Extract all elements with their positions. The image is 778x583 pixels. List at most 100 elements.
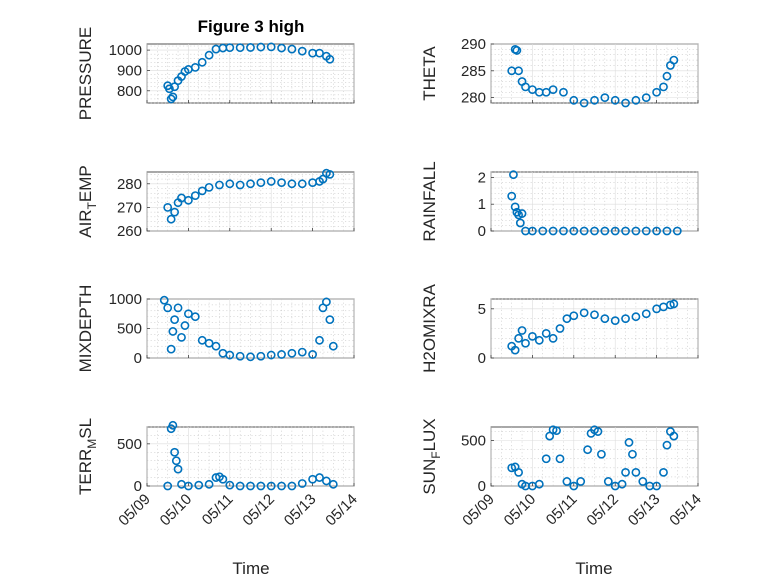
y-axis-label: AIRTEMP — [76, 165, 99, 238]
data-point — [512, 46, 522, 55]
subplot-5: 0 500 1000 MIXDEPTH — [76, 285, 355, 372]
data-point — [569, 95, 579, 105]
data-point — [624, 438, 634, 447]
x-tick-label: 05/10 — [501, 491, 540, 530]
data-point — [528, 226, 537, 236]
data-point — [204, 50, 214, 60]
data-point — [277, 481, 286, 491]
data-point — [170, 447, 179, 457]
data-point — [163, 202, 173, 212]
data-point — [600, 226, 610, 236]
y-tick-label: 0 — [478, 478, 486, 495]
data-point — [287, 348, 297, 358]
data-point — [510, 202, 520, 212]
subplot-4: 0 1 2 RAINFALL — [420, 161, 699, 242]
data-point — [163, 303, 173, 313]
y-tick-label: 270 — [117, 199, 142, 216]
data-point — [183, 195, 193, 205]
data-point — [610, 316, 620, 326]
data-point — [204, 479, 214, 489]
data-point — [552, 426, 561, 436]
data-point — [297, 46, 307, 56]
x-tick-label: 05/10 — [157, 491, 196, 530]
data-point — [507, 191, 517, 201]
data-point — [621, 226, 630, 236]
data-point — [638, 477, 648, 486]
data-point — [514, 333, 523, 343]
data-point — [183, 481, 193, 491]
y-axis-label: RAINFALL — [420, 161, 439, 241]
data-point — [225, 350, 235, 360]
data-point — [579, 98, 589, 108]
data-point — [315, 335, 324, 345]
data-point — [159, 295, 169, 305]
data-point — [621, 467, 630, 477]
data-point — [669, 55, 679, 65]
data-point — [659, 467, 668, 477]
data-point — [610, 95, 620, 105]
data-point — [328, 479, 338, 489]
data-point — [569, 226, 579, 236]
data-point — [621, 98, 630, 108]
data-point — [583, 445, 592, 455]
data-point — [652, 481, 661, 491]
y-tick-label: 1000 — [109, 42, 142, 59]
data-point — [197, 186, 207, 196]
y-axis-label: SUNFLUX — [420, 418, 443, 494]
x-tick-label: 05/14 — [666, 491, 705, 530]
data-point — [315, 48, 324, 58]
data-point — [590, 310, 599, 320]
data-point — [631, 226, 641, 236]
data-point — [166, 214, 176, 224]
data-point — [173, 464, 183, 474]
subplot-7: 0 500 05/09 05/10 05/11 05/12 05/13 05/14 TERRMS… — [76, 418, 361, 529]
data-point — [197, 57, 207, 67]
data-point — [631, 312, 641, 322]
data-point — [325, 169, 335, 179]
data-point — [548, 333, 558, 343]
y-tick-label: 280 — [461, 90, 486, 107]
subplot-2: 280 285 290 THETA — [420, 36, 699, 108]
y-tick-label: 500 — [461, 433, 486, 450]
x-tick-label: 05/11 — [543, 491, 581, 529]
subplot-8: 0 500 05/09 05/10 05/11 05/12 05/13 05/14 SUNFLU… — [420, 418, 705, 529]
data-point — [600, 93, 610, 103]
data-point — [621, 314, 630, 324]
data-point — [631, 467, 641, 477]
data-point — [603, 477, 613, 486]
data-point — [617, 479, 627, 489]
data-point — [541, 454, 551, 464]
data-point — [652, 226, 661, 236]
data-point — [256, 178, 266, 188]
data-point — [510, 345, 520, 355]
data-point — [166, 94, 176, 104]
data-point — [170, 315, 179, 325]
data-point — [168, 92, 178, 102]
data-point — [593, 427, 603, 436]
y-tick-label: 1000 — [109, 291, 142, 308]
data-point — [576, 477, 586, 486]
data-point — [517, 326, 527, 335]
data-point — [225, 43, 235, 53]
x-tick-label: 05/13 — [281, 491, 320, 530]
subplot-6: 0 5 H2OMIXRA — [420, 283, 699, 373]
data-point — [246, 481, 255, 491]
data-point — [541, 329, 551, 338]
data-point — [277, 350, 286, 359]
data-point — [672, 226, 682, 236]
data-point — [204, 338, 214, 348]
x-tick-label: 05/11 — [199, 491, 237, 529]
data-point — [579, 226, 589, 236]
data-point — [528, 331, 537, 341]
y-tick-label: 0 — [478, 350, 486, 367]
data-point — [215, 180, 224, 190]
y-axis-label: THETA — [420, 46, 439, 101]
data-point — [190, 312, 200, 322]
data-point — [165, 84, 174, 94]
data-point — [287, 179, 297, 189]
data-point — [534, 335, 544, 345]
data-point — [246, 179, 255, 189]
data-point — [555, 454, 565, 464]
data-point — [652, 87, 661, 97]
